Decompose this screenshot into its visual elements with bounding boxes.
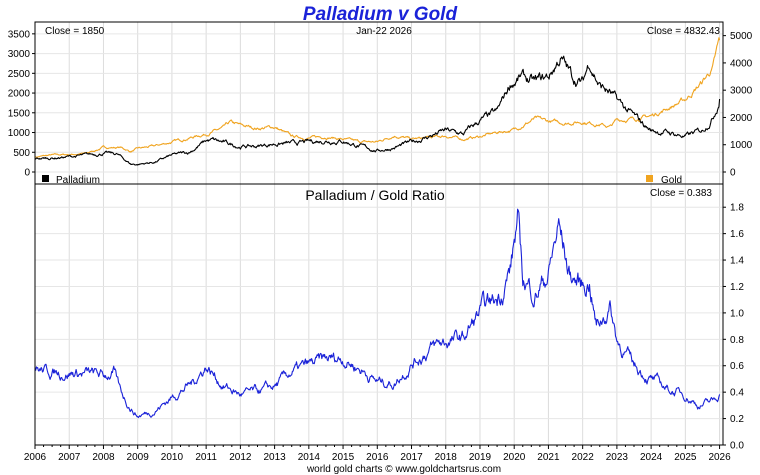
ratio-series (34, 208, 721, 419)
year-tick-label: 2008 (92, 452, 115, 463)
ratio-tick-label: 1.0 (730, 308, 744, 319)
price-panel: 0 500 1000 1500 2000 2500 3000 3500 0 1000 2000 30… (8, 21, 753, 186)
ratio-tick-label: 1.8 (730, 203, 744, 214)
ratio-right-axis: 0.0 0.2 0.4 0.6 0.8 1.0 1.2 1.4 1.6 1.8 (723, 203, 744, 452)
gold-line (34, 37, 721, 158)
ratio-tick-label: 0.8 (730, 335, 744, 346)
ratio-close-note: Close = 0.383 (650, 188, 712, 199)
year-tick-label: 2007 (58, 452, 81, 463)
year-tick-label: 2009 (127, 452, 150, 463)
year-tick-label: 2021 (537, 452, 560, 463)
year-tick-label: 2022 (572, 452, 595, 463)
price-grid (34, 22, 723, 184)
price-right-axis: 0 1000 2000 3000 4000 5000 (723, 31, 753, 179)
year-tick-label: 2015 (332, 452, 355, 463)
left-tick-label: 3000 (8, 49, 31, 60)
ratio-panel: 0.0 0.2 0.4 0.6 0.8 1.0 1.2 1.4 1.6 1.8 Palladium… (24, 183, 744, 463)
footer-credit: world gold charts © www.goldchartsrus.co… (306, 464, 501, 475)
year-tick-label: 2026 (708, 452, 731, 463)
chart-title: Palladium v Gold (303, 4, 458, 25)
price-series (34, 37, 721, 166)
left-tick-label: 1000 (8, 128, 31, 139)
year-tick-label: 2012 (229, 452, 252, 463)
right-tick-label: 3000 (730, 86, 753, 97)
year-tick-label: 2010 (161, 452, 184, 463)
chart-date: Jan-22 2026 (356, 26, 412, 37)
price-plot-area (35, 22, 723, 184)
ratio-tick-label: 1.4 (730, 256, 744, 267)
ratio-tick-label: 0.0 (730, 441, 744, 452)
year-tick-label: 2020 (503, 452, 526, 463)
left-tick-label: 2500 (8, 69, 31, 80)
left-tick-label: 1500 (8, 108, 31, 119)
palladium-line (34, 55, 721, 166)
ratio-title: Palladium / Gold Ratio (305, 187, 445, 203)
palladium-legend-label: Palladium (56, 175, 100, 186)
year-tick-label: 2013 (263, 452, 286, 463)
palladium-legend-swatch (42, 175, 49, 182)
right-tick-label: 2000 (730, 113, 753, 124)
year-tick-label: 2011 (195, 452, 217, 463)
year-tick-label: 2024 (640, 452, 663, 463)
palladium-close-note: Close = 1850 (45, 26, 105, 37)
left-tick-label: 0 (24, 168, 30, 179)
right-tick-label: 4000 (730, 58, 753, 69)
gold-legend-swatch (646, 175, 653, 182)
year-tick-label: 2006 (24, 452, 47, 463)
left-tick-label: 3500 (8, 29, 31, 40)
year-axis: 2006 2007 2008 2009 2010 2011 2012 2013 2014 2015… (24, 445, 731, 463)
year-tick-label: 2014 (298, 452, 321, 463)
ratio-tick-label: 0.4 (730, 388, 744, 399)
year-tick-label: 2023 (606, 452, 629, 463)
price-left-axis: 0 500 1000 1500 2000 2500 3000 3500 (8, 29, 35, 179)
ratio-tick-label: 0.6 (730, 361, 744, 372)
gold-legend-label: Gold (661, 175, 682, 186)
ratio-line (34, 208, 721, 419)
left-tick-label: 500 (13, 148, 30, 159)
year-tick-label: 2017 (400, 452, 423, 463)
year-tick-label: 2018 (435, 452, 458, 463)
gold-close-note: Close = 4832.43 (647, 26, 721, 37)
year-tick-label: 2019 (469, 452, 492, 463)
ratio-frame (34, 183, 724, 446)
right-tick-label: 0 (730, 168, 736, 179)
ratio-tick-label: 1.2 (730, 282, 744, 293)
year-tick-label: 2025 (674, 452, 697, 463)
right-tick-label: 5000 (730, 31, 753, 42)
ratio-tick-label: 1.6 (730, 229, 744, 240)
ratio-grid (34, 184, 723, 446)
ratio-tick-label: 0.2 (730, 414, 744, 425)
right-tick-label: 1000 (730, 140, 753, 151)
year-tick-label: 2016 (366, 452, 389, 463)
left-tick-label: 2000 (8, 89, 31, 100)
